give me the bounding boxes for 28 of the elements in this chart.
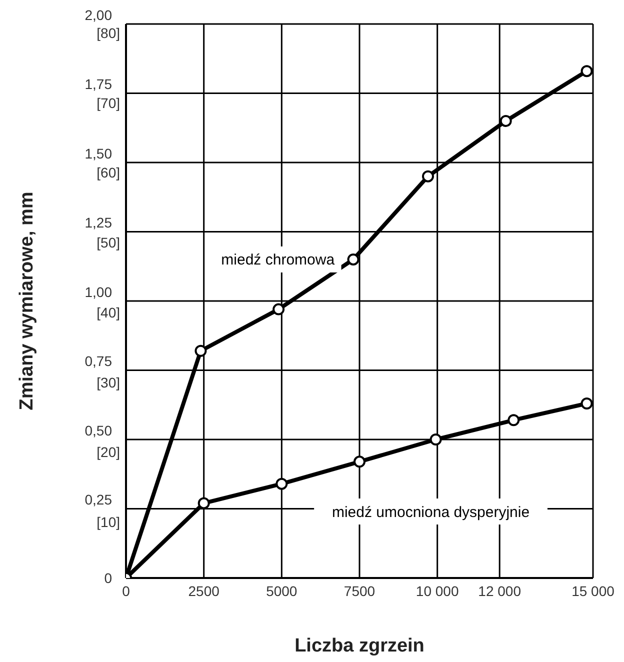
y-tick-label: 1,00 xyxy=(84,284,112,300)
y2-tick-label: [60] xyxy=(96,164,120,181)
y2-tick-label: [80] xyxy=(96,24,120,41)
y-tick-label: 0 xyxy=(104,570,112,586)
x-tick-label: 12 000 xyxy=(478,582,522,599)
y-tick-label: 0,75 xyxy=(84,353,112,370)
x-tick-label: 5000 xyxy=(266,582,298,599)
y2-tick-label: [10] xyxy=(96,514,120,530)
x-tick-label: 15 000 xyxy=(572,582,615,599)
text: miedź umocniona dysperyjnie xyxy=(332,504,530,521)
x-tick-label: 10 000 xyxy=(416,582,459,599)
x-tick-label: 0 xyxy=(122,582,130,599)
y-tick-label: 0,50 xyxy=(84,422,112,438)
y2-tick-label: [70] xyxy=(96,94,120,111)
x-axis-title: Liczba zgrzein xyxy=(294,635,424,656)
y-axis-title: Zmiany wymiarowe, mm xyxy=(16,192,38,410)
y2-tick-label: [20] xyxy=(96,444,120,460)
series-label: miedź chromowa xyxy=(221,252,336,269)
y-tick-label: 2,00 xyxy=(84,6,112,23)
x-tick-label: 2500 xyxy=(188,582,220,599)
y-tick-label: 0,25 xyxy=(84,492,112,508)
y2-tick-label: [30] xyxy=(96,374,120,390)
y-tick-label: 1,50 xyxy=(84,145,112,162)
y2-tick-label: [50] xyxy=(96,234,120,251)
y-tick-label: 1,75 xyxy=(84,76,112,92)
x-tick-label: 7500 xyxy=(344,582,376,599)
y-tick-label: 1,25 xyxy=(84,214,112,231)
y2-tick-label: [40] xyxy=(96,304,120,320)
